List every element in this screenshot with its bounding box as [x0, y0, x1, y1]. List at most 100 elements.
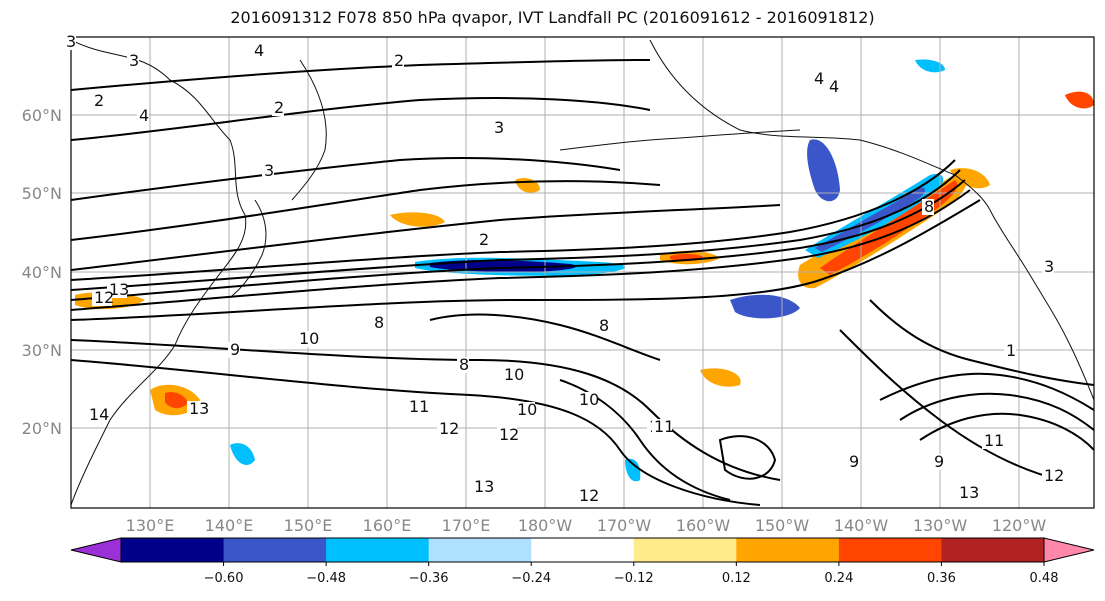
ne-positive: [950, 168, 990, 189]
coastline-asia: [71, 39, 247, 506]
lon-tick-label: 160°W: [676, 516, 731, 535]
colorbar-frame: [120, 537, 1045, 563]
contour-label-bg: [407, 399, 427, 415]
contour-label: 9: [849, 452, 859, 471]
gulf-negative: [815, 187, 926, 252]
contour-line: [71, 339, 781, 481]
contour-label: 1: [1006, 341, 1016, 360]
contour-label: 2: [94, 91, 104, 110]
colorbar-tick-label: 0.24: [824, 571, 853, 586]
contour-label-bg: [392, 53, 404, 69]
contour-label-bg: [652, 419, 672, 435]
contour-label-bg: [92, 93, 104, 109]
contour-label: 12: [94, 288, 114, 307]
contour-label-bg: [187, 401, 207, 417]
contour-label-bg: [472, 479, 492, 495]
pac-blue-2: [625, 458, 641, 482]
contour-line: [71, 169, 961, 291]
contour-label-bg: [497, 427, 517, 443]
coastline-aleutians: [559, 129, 801, 151]
contour-line: [71, 204, 781, 271]
contour-label-bg: [932, 454, 944, 470]
contour-label-bg: [272, 100, 284, 116]
contour-label-bg: [477, 232, 489, 248]
ivt-contours: [71, 59, 1094, 506]
contour-line: [71, 180, 661, 241]
lat-tick-label: 50°N: [22, 184, 62, 203]
contour-label: 10: [299, 329, 319, 348]
contour-label: 13: [189, 399, 209, 418]
contour-label-bg: [228, 342, 240, 358]
contour-label: 8: [924, 197, 934, 216]
lat-tick-label: 30°N: [22, 341, 62, 360]
colorbar-extend-low: [70, 537, 122, 563]
colorbar-segment: [531, 538, 635, 562]
coastline-na-west: [989, 209, 1094, 401]
contour-label-bg: [262, 163, 274, 179]
contour-line: [71, 179, 966, 301]
contour-label: 3: [129, 51, 139, 70]
contour-label: 14: [89, 405, 109, 424]
contour-label-bg: [92, 290, 112, 306]
lat-tick-label: 40°N: [22, 263, 62, 282]
contour-line: [71, 159, 956, 281]
colorbar-tick-label: −0.12: [614, 571, 654, 586]
contour-label: 11: [984, 431, 1004, 450]
contour-label-bg: [1042, 468, 1062, 484]
colorbar: −0.60 −0.48 −0.36 −0.24 −0.12 0.12 0.24 0.36 0.4…: [70, 537, 1095, 586]
lon-tick-label: 150°E: [284, 516, 333, 535]
contour-label: 9: [934, 452, 944, 471]
colorbar-tick-label: −0.36: [409, 571, 449, 586]
contour-label-bg: [827, 79, 839, 95]
contour-label: 3: [66, 32, 76, 51]
contour-label: 13: [109, 280, 129, 299]
chart-title: 2016091312 F078 850 hPa qvapor, IVT Land…: [230, 8, 875, 27]
contour-label-bg: [1004, 343, 1016, 359]
contour-label: 10: [579, 390, 599, 409]
contour-label-bg: [492, 120, 504, 136]
contour-line: [869, 299, 1094, 386]
contour-line: [71, 199, 981, 321]
contour-label-bg: [922, 199, 934, 215]
contour-label: 3: [264, 161, 274, 180]
lat-tick-label: 20°N: [22, 419, 62, 438]
colorbar-segment: [326, 538, 430, 562]
contour-label: 13: [959, 483, 979, 502]
coastline-kamchatka: [291, 59, 327, 201]
colorbar-tick-label: −0.48: [306, 571, 346, 586]
lon-tick-label: 180°W: [518, 516, 573, 535]
lon-tick-label: 150°W: [755, 516, 810, 535]
colorbar-segment: [428, 538, 532, 562]
lon-tick-label: 140°E: [205, 516, 254, 535]
gulf-blob: [807, 139, 840, 202]
contour-label-bg: [982, 433, 1002, 449]
contour-label: 3: [1044, 257, 1054, 276]
contour-label: 2: [479, 230, 489, 249]
contour-label: 3: [494, 118, 504, 137]
lat-tick-label: 60°N: [22, 106, 62, 125]
colorbar-tick-label: 0.36: [927, 571, 956, 586]
contour-label: 10: [517, 400, 537, 419]
contour-label-layer: 3324243324428131210891011881010121113121…: [64, 32, 1064, 505]
lon-tick-label: 130°W: [913, 516, 968, 535]
contour-line: [718, 435, 777, 480]
contour-line: [899, 392, 1094, 431]
contour-label: 4: [254, 41, 264, 60]
pac-orange-4: [700, 368, 741, 387]
lon-tick-label: 140°W: [834, 516, 889, 535]
colorbar-tick-label: −0.60: [204, 571, 244, 586]
colorbar-tick-label: 0.12: [722, 571, 751, 586]
contour-line: [559, 379, 731, 501]
colorbar-extend-high: [1043, 537, 1095, 563]
contour-line: [71, 189, 971, 311]
contour-label-bg: [372, 315, 384, 331]
contour-label-bg: [87, 407, 107, 423]
contour-line: [71, 59, 651, 91]
contour-label-bg: [515, 402, 535, 418]
colorbar-tick-label: −0.24: [511, 571, 551, 586]
contour-label-bg: [812, 71, 824, 87]
contour-label: 12: [1044, 466, 1064, 485]
lon-tick-label: 170°W: [597, 516, 652, 535]
colorbar-segment: [633, 538, 737, 562]
colorbar-tick-label: 0.48: [1030, 571, 1059, 586]
